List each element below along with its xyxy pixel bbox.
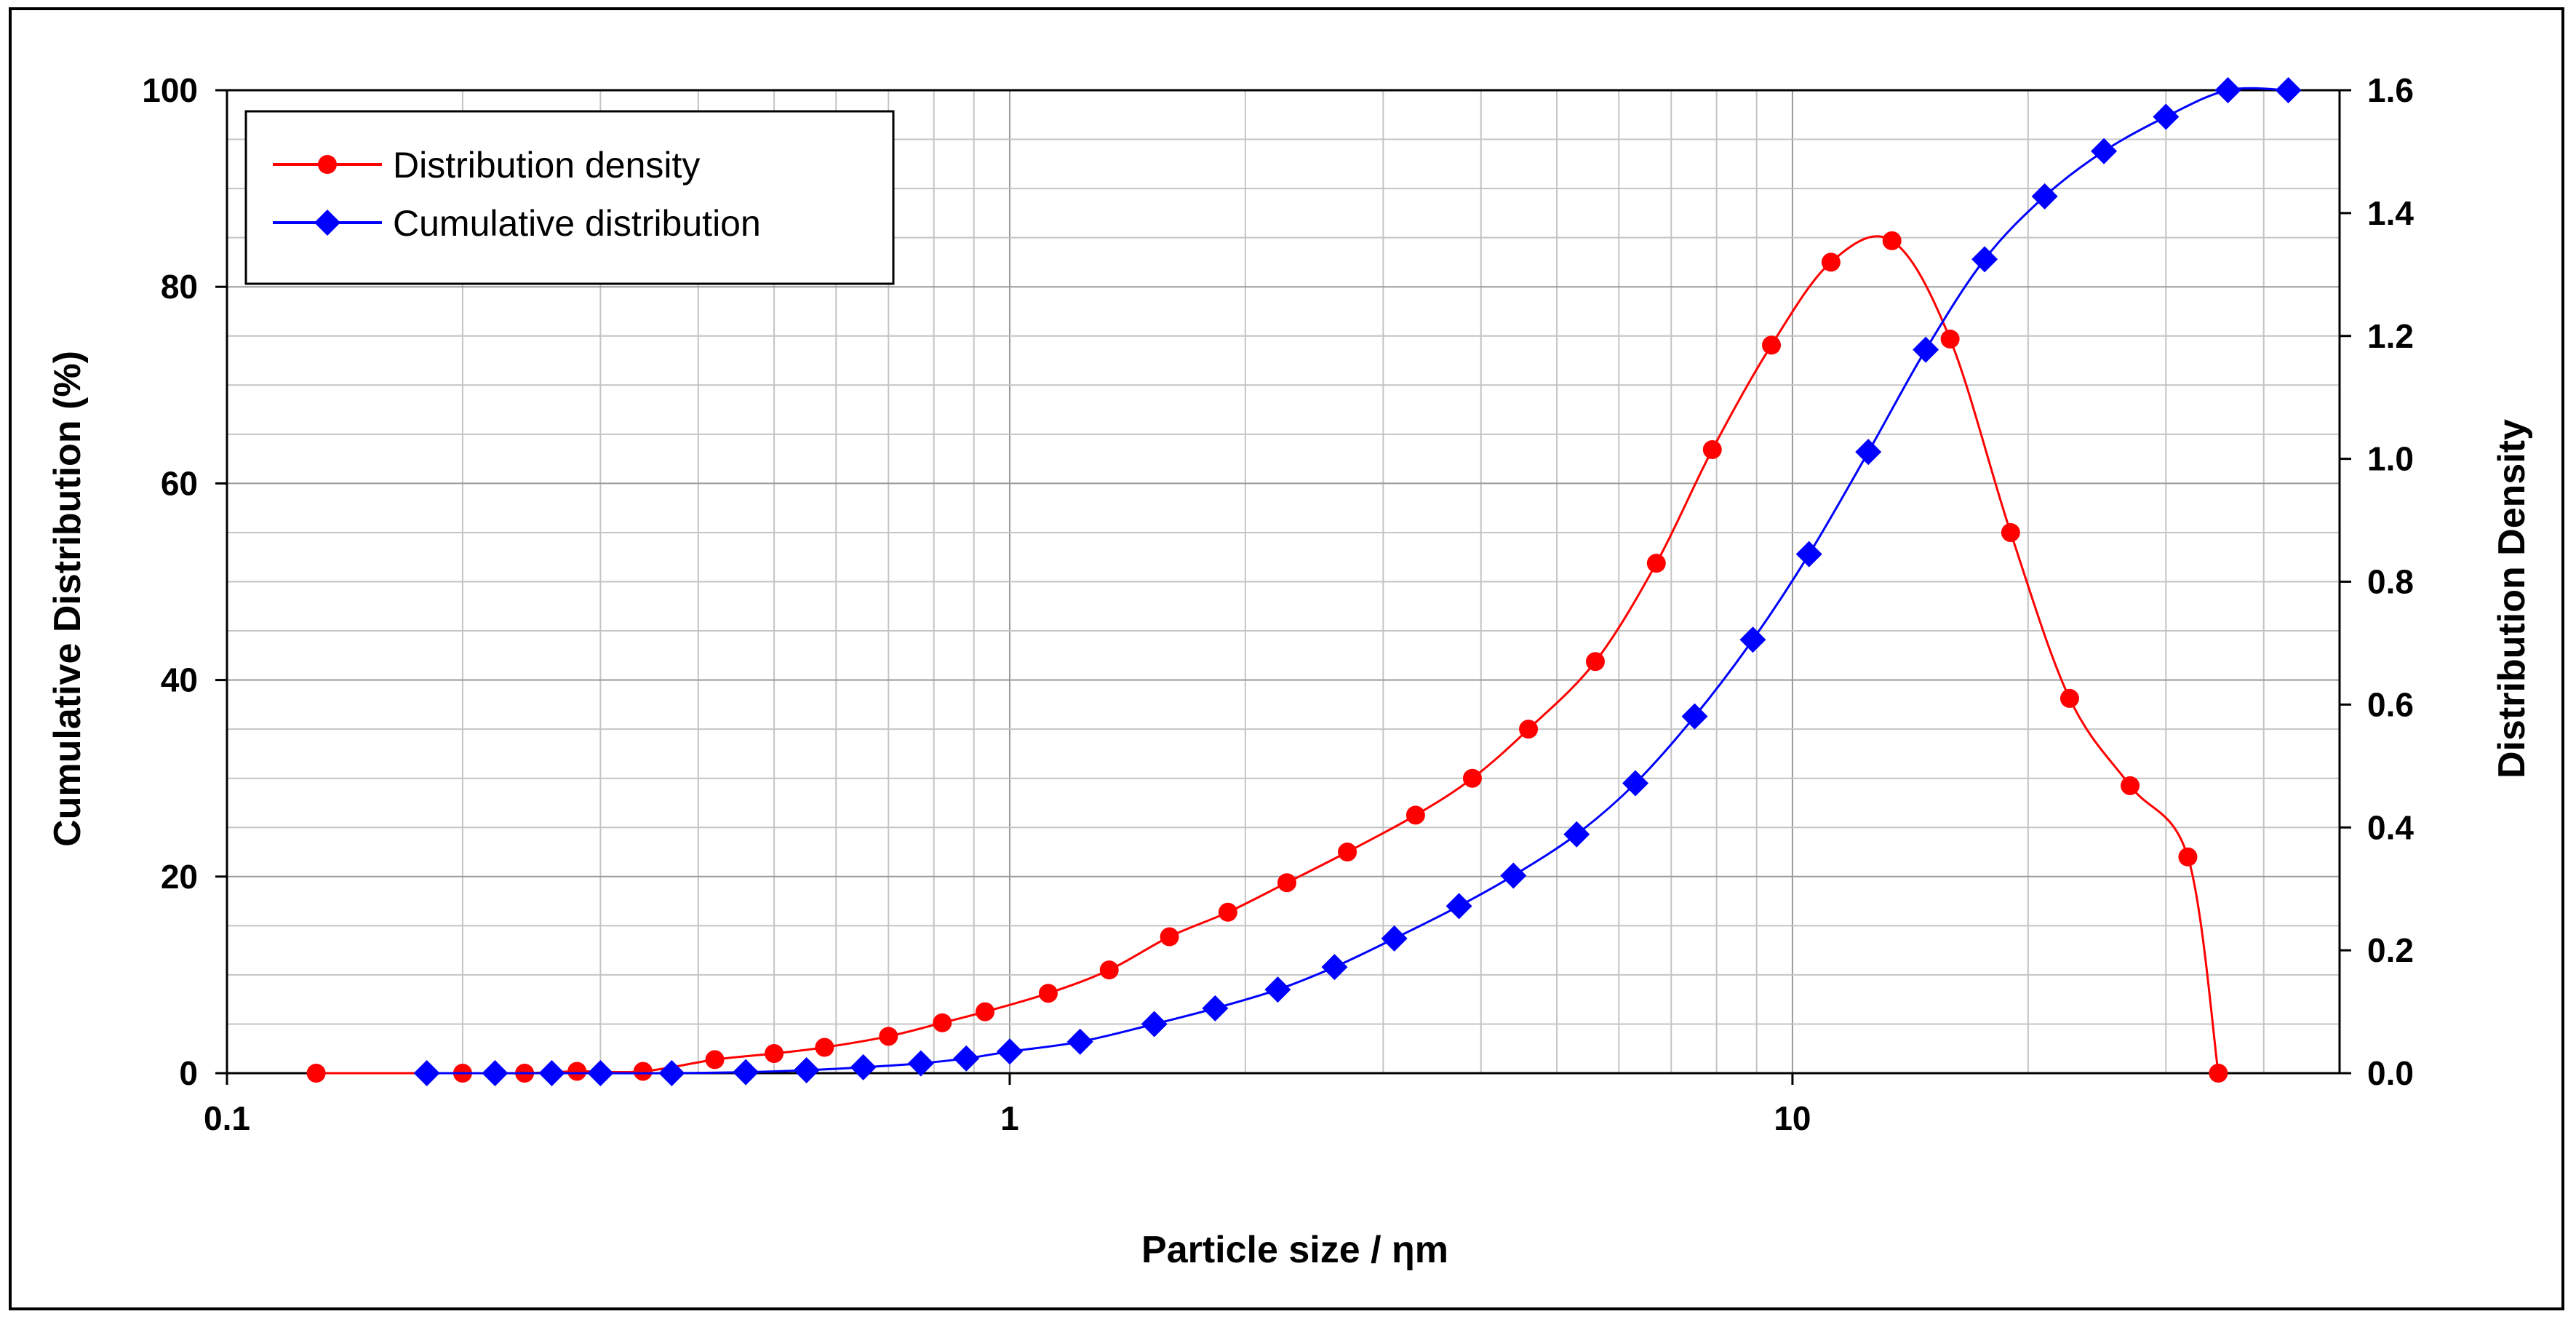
legend-marker-density <box>318 155 337 174</box>
y-left-tick-label: 100 <box>142 71 198 109</box>
series-layer <box>306 77 2302 1086</box>
y-right-tick-label: 1.6 <box>2367 71 2414 109</box>
point-density <box>2059 688 2079 708</box>
y-right-tick-label: 0.8 <box>2367 563 2414 601</box>
point-cumulative <box>1321 954 1348 981</box>
point-density <box>2209 1064 2228 1083</box>
axes-layer: 0.1 1 100204060801000.00.20.40.60.81.01.21… <box>142 71 2414 1137</box>
point-density <box>567 1062 587 1081</box>
point-cumulative <box>587 1060 614 1086</box>
x-tick-label: 10 <box>1774 1099 1811 1137</box>
point-density <box>1218 902 1237 922</box>
point-cumulative <box>1500 862 1527 889</box>
point-cumulative <box>953 1045 980 1072</box>
point-density <box>933 1013 952 1032</box>
point-density <box>633 1062 653 1081</box>
point-density <box>1099 960 1119 980</box>
point-cumulative <box>1622 770 1649 797</box>
point-cumulative <box>1563 821 1590 848</box>
point-density <box>879 1027 898 1046</box>
point-cumulative <box>1855 439 1882 466</box>
point-cumulative <box>538 1060 565 1086</box>
point-cumulative <box>1141 1011 1168 1038</box>
legend-label-density: Distribution density <box>393 145 700 186</box>
point-cumulative <box>1445 893 1472 920</box>
point-cumulative <box>1202 995 1229 1022</box>
point-cumulative <box>482 1060 509 1086</box>
point-density <box>1038 984 1058 1003</box>
point-density <box>1821 252 1841 272</box>
point-density <box>2178 847 2198 867</box>
point-density <box>1160 927 1179 947</box>
point-cumulative <box>2153 103 2180 130</box>
legend-label-cumulative: Cumulative distribution <box>393 203 761 244</box>
point-cumulative <box>907 1050 934 1077</box>
x-tick-label: 1 <box>1000 1099 1019 1137</box>
point-density <box>1277 873 1296 893</box>
point-density <box>1405 805 1425 825</box>
point-cumulative <box>2091 138 2118 164</box>
y-left-tick-label: 80 <box>161 268 198 306</box>
point-density <box>815 1038 834 1057</box>
point-density <box>1519 720 1539 739</box>
y-right-tick-label: 1.2 <box>2367 317 2414 355</box>
point-cumulative <box>733 1059 759 1086</box>
y-left-axis-title: Cumulative Distribution (%) <box>47 351 89 847</box>
point-cumulative <box>1913 336 1939 363</box>
point-density <box>1762 335 1782 355</box>
x-axis-title: Particle size / ηm <box>1141 1229 1448 1271</box>
point-density <box>2001 522 2020 542</box>
point-cumulative <box>996 1038 1023 1065</box>
y-right-tick-label: 0.0 <box>2367 1054 2414 1092</box>
point-cumulative <box>1264 976 1291 1003</box>
y-left-tick-label: 40 <box>161 661 198 699</box>
point-density <box>976 1002 995 1022</box>
point-density <box>1462 768 1482 788</box>
y-right-tick-label: 1.0 <box>2367 440 2414 478</box>
point-density <box>1882 231 1902 250</box>
series-line-density <box>316 235 2220 1075</box>
y-right-axis-title: Distribution Density <box>2491 419 2533 779</box>
point-cumulative <box>1381 925 1408 952</box>
y-left-tick-label: 0 <box>179 1054 198 1092</box>
point-cumulative <box>2031 183 2058 210</box>
point-density <box>705 1050 725 1070</box>
point-density <box>1585 652 1605 672</box>
point-cumulative <box>1066 1028 1093 1055</box>
point-cumulative <box>793 1056 820 1083</box>
y-left-tick-label: 20 <box>161 858 198 896</box>
point-density <box>2121 776 2140 795</box>
point-cumulative <box>658 1060 685 1086</box>
point-cumulative <box>1739 626 1766 653</box>
point-cumulative <box>1795 541 1822 568</box>
y-right-tick-label: 0.2 <box>2367 931 2414 969</box>
point-density <box>765 1043 784 1063</box>
legend: Distribution density Cumulative distribu… <box>244 110 895 285</box>
point-cumulative <box>2275 77 2302 103</box>
y-left-tick-label: 60 <box>161 464 198 502</box>
point-cumulative <box>2214 77 2241 103</box>
x-tick-label: 0.1 <box>204 1099 250 1137</box>
y-right-tick-label: 1.4 <box>2367 194 2414 232</box>
point-density <box>1338 843 1357 862</box>
point-cumulative <box>1971 246 1998 273</box>
point-density <box>1940 329 1960 349</box>
legend-marker-cumulative <box>314 210 340 236</box>
point-cumulative <box>850 1054 877 1080</box>
y-right-tick-label: 0.4 <box>2367 808 2414 846</box>
point-density <box>1702 439 1722 459</box>
point-density <box>306 1064 326 1083</box>
point-density <box>1646 554 1666 573</box>
point-cumulative <box>1681 703 1708 730</box>
y-right-tick-label: 0.6 <box>2367 685 2414 723</box>
point-cumulative <box>413 1060 440 1086</box>
legend-box <box>244 110 895 285</box>
